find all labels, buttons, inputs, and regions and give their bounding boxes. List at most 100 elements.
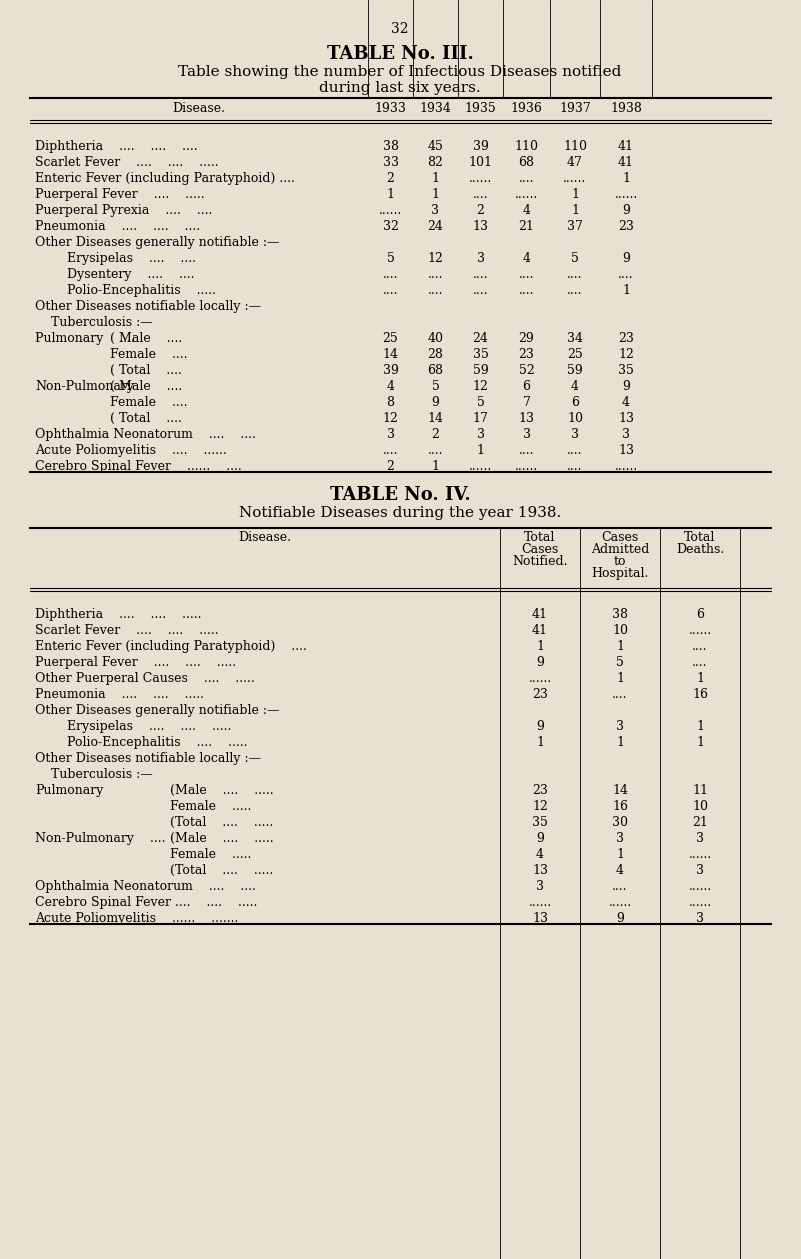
Text: 16: 16 [692,687,708,701]
Text: 3: 3 [571,428,579,441]
Text: 2: 2 [432,428,440,441]
Text: ....: .... [428,285,443,297]
Text: 39: 39 [473,140,489,154]
Text: 9: 9 [432,397,440,409]
Text: 33: 33 [383,156,399,169]
Text: Female    .....: Female ..... [170,849,252,861]
Text: 9: 9 [622,380,630,393]
Text: Erysipelas    ....    ....: Erysipelas .... .... [35,252,196,264]
Text: ......: ...... [688,896,711,909]
Text: 12: 12 [618,347,634,361]
Text: 101: 101 [469,156,493,169]
Text: ......: ...... [529,896,552,909]
Text: ( Male    ....: ( Male .... [110,332,183,345]
Text: 1: 1 [571,188,579,201]
Text: 47: 47 [567,156,583,169]
Text: 9: 9 [622,204,630,217]
Text: 14: 14 [428,412,444,426]
Text: Female    ....: Female .... [110,347,187,361]
Text: Other Diseases generally notifiable :—: Other Diseases generally notifiable :— [35,235,280,249]
Text: ......: ...... [614,460,638,473]
Text: (Male    ....    .....: (Male .... ..... [170,784,274,797]
Text: Diphtheria    ....    ....    .....: Diphtheria .... .... ..... [35,608,202,621]
Text: 4: 4 [616,864,624,878]
Text: ....: .... [612,880,628,893]
Text: ......: ...... [469,172,492,185]
Text: 23: 23 [618,332,634,345]
Text: Enteric Fever (including Paratyphoid) ....: Enteric Fever (including Paratyphoid) ..… [35,172,295,185]
Text: 4: 4 [387,380,395,393]
Text: 13: 13 [618,444,634,457]
Text: Table showing the number of Infectious Diseases notified: Table showing the number of Infectious D… [179,65,622,79]
Text: 1: 1 [616,737,624,749]
Text: Cerebro Spinal Fever    ......    ....: Cerebro Spinal Fever ...... .... [35,460,242,473]
Text: 3: 3 [536,880,544,893]
Text: ....: .... [383,285,398,297]
Text: ......: ...... [688,880,711,893]
Text: 12: 12 [383,412,398,426]
Text: 24: 24 [473,332,489,345]
Text: TABLE No. III.: TABLE No. III. [327,45,473,63]
Text: 9: 9 [536,656,544,669]
Text: Dysentery    ....    ....: Dysentery .... .... [35,268,195,281]
Text: 3: 3 [477,252,485,264]
Text: 4: 4 [536,849,544,861]
Text: ....: .... [618,268,634,281]
Text: ....: .... [428,268,443,281]
Text: ......: ...... [563,172,586,185]
Text: 52: 52 [518,364,534,376]
Text: Hospital.: Hospital. [591,567,649,580]
Text: 68: 68 [518,156,534,169]
Text: Acute Poliomyelitis    ....    ......: Acute Poliomyelitis .... ...... [35,444,227,457]
Text: ( Total    ....: ( Total .... [110,364,182,376]
Text: Other Puerperal Causes    ....    .....: Other Puerperal Causes .... ..... [35,672,255,685]
Text: 3: 3 [477,428,485,441]
Text: 41: 41 [618,140,634,154]
Text: Puerperal Fever    ....    ....    .....: Puerperal Fever .... .... ..... [35,656,236,669]
Text: Disease.: Disease. [172,102,226,115]
Text: Erysipelas    ....    ....    .....: Erysipelas .... .... ..... [35,720,231,733]
Text: Other Diseases notifiable locally :—: Other Diseases notifiable locally :— [35,752,261,765]
Text: ......: ...... [688,849,711,861]
Text: Tuberculosis :—: Tuberculosis :— [35,316,153,329]
Text: ....: .... [473,188,489,201]
Text: 3: 3 [616,720,624,733]
Text: ......: ...... [515,188,538,201]
Text: 40: 40 [428,332,444,345]
Text: Acute Poliomyelitis    ......    .......: Acute Poliomyelitis ...... ....... [35,912,239,925]
Text: 6: 6 [571,397,579,409]
Text: 10: 10 [567,412,583,426]
Text: 5: 5 [571,252,579,264]
Text: 4: 4 [522,252,530,264]
Text: 3: 3 [432,204,440,217]
Text: 29: 29 [518,332,534,345]
Text: 1935: 1935 [465,102,497,115]
Text: 110: 110 [563,140,587,154]
Text: 1: 1 [477,444,485,457]
Text: ....: .... [567,444,583,457]
Text: 1936: 1936 [510,102,542,115]
Text: Polio-Encephalitis    ....    .....: Polio-Encephalitis .... ..... [35,737,248,749]
Text: 1: 1 [432,460,440,473]
Text: 13: 13 [532,912,548,925]
Text: Scarlet Fever    ....    ....    .....: Scarlet Fever .... .... ..... [35,624,219,637]
Text: 3: 3 [696,864,704,878]
Text: 38: 38 [383,140,399,154]
Text: 9: 9 [536,832,544,845]
Text: 4: 4 [622,397,630,409]
Text: Total: Total [684,531,715,544]
Text: 7: 7 [522,397,530,409]
Text: 1: 1 [622,285,630,297]
Text: 1938: 1938 [610,102,642,115]
Text: 5: 5 [432,380,440,393]
Text: ......: ...... [609,896,632,909]
Text: 13: 13 [618,412,634,426]
Text: 1933: 1933 [375,102,406,115]
Text: 25: 25 [567,347,583,361]
Text: ......: ...... [614,188,638,201]
Text: (Male    ....    .....: (Male .... ..... [170,832,274,845]
Text: 23: 23 [618,220,634,233]
Text: 2: 2 [387,460,394,473]
Text: 14: 14 [383,347,399,361]
Text: 68: 68 [428,364,444,376]
